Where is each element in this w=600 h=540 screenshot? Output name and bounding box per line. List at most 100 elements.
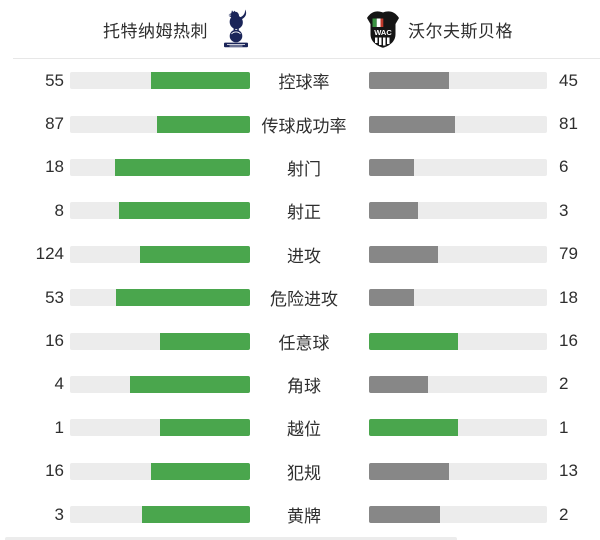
- tottenham-hotspur-crest-icon: [221, 8, 251, 50]
- stat-label: 进攻: [287, 246, 321, 266]
- away-value: 1: [559, 417, 569, 437]
- home-value: 124: [35, 244, 64, 264]
- home-value: 16: [45, 461, 64, 481]
- stat-label: 控球率: [278, 73, 330, 93]
- home-team-name: 托特纳姆热刺: [103, 21, 208, 41]
- away-team-header: WAC 沃尔夫斯贝格: [366, 0, 513, 58]
- stat-row: 87 传球成功率 81: [0, 102, 600, 145]
- stat-label: 传球成功率: [261, 116, 347, 136]
- wolfsberger-ac-crest-icon: WAC: [366, 9, 400, 49]
- away-value: 79: [559, 244, 578, 264]
- away-bar-track: [369, 332, 547, 350]
- svg-text:WAC: WAC: [374, 28, 392, 37]
- away-bar-track: [369, 462, 547, 480]
- home-value: 1: [54, 417, 64, 437]
- home-bar-fill: [150, 462, 250, 480]
- away-bar-track: [369, 245, 547, 263]
- stat-row: 16 犯规 13: [0, 450, 600, 493]
- away-bar-track: [369, 419, 547, 437]
- stat-row: 3 黄牌 2: [0, 493, 600, 536]
- away-bar-fill: [369, 462, 449, 480]
- away-bar-fill: [369, 506, 441, 524]
- home-bar-track: [70, 202, 250, 220]
- away-bar-fill: [369, 289, 415, 307]
- away-bar-fill: [369, 115, 455, 133]
- home-value: 8: [54, 200, 64, 220]
- away-bar-fill: [369, 419, 458, 437]
- home-bar-track: [70, 375, 250, 393]
- home-bar-track: [70, 462, 250, 480]
- away-value: 6: [559, 157, 569, 177]
- home-team-header: 托特纳姆热刺: [103, 0, 251, 58]
- away-bar-fill: [369, 332, 458, 350]
- away-team-name: 沃尔夫斯贝格: [408, 21, 513, 41]
- home-bar-track: [70, 332, 250, 350]
- home-bar-track: [70, 158, 250, 176]
- away-bar-track: [369, 72, 547, 90]
- away-bar-fill: [369, 245, 439, 263]
- away-value: 16: [559, 331, 578, 351]
- stat-label: 越位: [287, 420, 321, 440]
- home-bar-fill: [160, 332, 250, 350]
- away-value: 18: [559, 287, 578, 307]
- stats-list: 55 控球率 45 87 传球成功率 81 18 射门 6 8: [0, 59, 600, 536]
- stat-label: 射门: [287, 159, 321, 179]
- stat-label: 犯规: [287, 463, 321, 483]
- home-bar-fill: [119, 202, 250, 220]
- away-value: 81: [559, 114, 578, 134]
- home-bar-track: [70, 419, 250, 437]
- away-bar-track: [369, 289, 547, 307]
- next-section-partial-bar: [5, 537, 457, 540]
- stat-row: 124 进攻 79: [0, 233, 600, 276]
- away-bar-track: [369, 158, 547, 176]
- stat-row: 18 射门 6: [0, 146, 600, 189]
- home-bar-track: [70, 115, 250, 133]
- home-bar-track: [70, 289, 250, 307]
- away-bar-fill: [369, 202, 418, 220]
- away-bar-fill: [369, 72, 450, 90]
- away-bar-track: [369, 506, 547, 524]
- home-value: 16: [45, 331, 64, 351]
- away-bar-fill: [369, 158, 414, 176]
- home-value: 18: [45, 157, 64, 177]
- home-bar-fill: [160, 419, 250, 437]
- away-bar-track: [369, 115, 547, 133]
- stat-row: 4 角球 2: [0, 363, 600, 406]
- away-value: 45: [559, 70, 578, 90]
- home-value: 55: [45, 70, 64, 90]
- home-bar-fill: [130, 375, 250, 393]
- away-value: 3: [559, 200, 569, 220]
- stat-label: 射正: [287, 203, 321, 223]
- home-value: 87: [45, 114, 64, 134]
- away-bar-track: [369, 375, 547, 393]
- stat-row: 1 越位 1: [0, 406, 600, 449]
- stat-row: 53 危险进攻 18: [0, 276, 600, 319]
- home-bar-track: [70, 72, 250, 90]
- away-value: 2: [559, 374, 569, 394]
- home-value: 3: [54, 504, 64, 524]
- stat-label: 任意球: [278, 333, 330, 353]
- stat-label: 角球: [287, 376, 321, 396]
- home-bar-fill: [140, 245, 250, 263]
- header-divider: [13, 58, 600, 59]
- home-bar-fill: [115, 289, 250, 307]
- home-bar-fill: [156, 115, 250, 133]
- home-bar-fill: [115, 158, 250, 176]
- home-value: 4: [54, 374, 64, 394]
- stat-label: 黄牌: [287, 507, 321, 527]
- away-bar-fill: [369, 375, 429, 393]
- stat-row: 16 任意球 16: [0, 319, 600, 362]
- home-value: 53: [45, 287, 64, 307]
- away-bar-track: [369, 202, 547, 220]
- away-value: 13: [559, 461, 578, 481]
- home-bar-fill: [142, 506, 250, 524]
- home-bar-track: [70, 245, 250, 263]
- away-value: 2: [559, 504, 569, 524]
- stat-row: 55 控球率 45: [0, 59, 600, 102]
- stat-row: 8 射正 3: [0, 189, 600, 232]
- home-bar-track: [70, 506, 250, 524]
- home-bar-fill: [151, 72, 250, 90]
- stat-label: 危险进攻: [270, 290, 338, 310]
- header: 托特纳姆热刺: [0, 0, 600, 58]
